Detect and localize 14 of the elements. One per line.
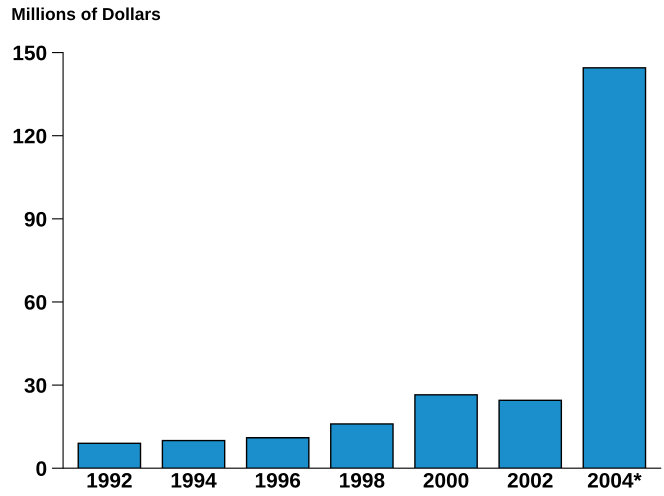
x-tick-label: 2000 [424, 472, 468, 488]
x-tick-label: 1998 [340, 472, 384, 488]
y-tick-label: 150 [14, 46, 46, 60]
y-tick-label: 30 [24, 378, 46, 393]
x-tick-label: 2004* [588, 472, 642, 488]
y-tick-label: 90 [24, 212, 46, 227]
x-tick-label: 1996 [256, 472, 300, 488]
y-tick-label: 60 [24, 294, 46, 310]
x-tick-label: 1992 [88, 472, 132, 488]
y-tick-label: 0 [36, 461, 46, 476]
y-tick-label: 120 [14, 128, 46, 144]
x-tick-label: 1994 [172, 472, 217, 488]
x-tick-label: 2002 [508, 472, 553, 488]
y-axis-title: Millions of Dollars [12, 7, 160, 20]
